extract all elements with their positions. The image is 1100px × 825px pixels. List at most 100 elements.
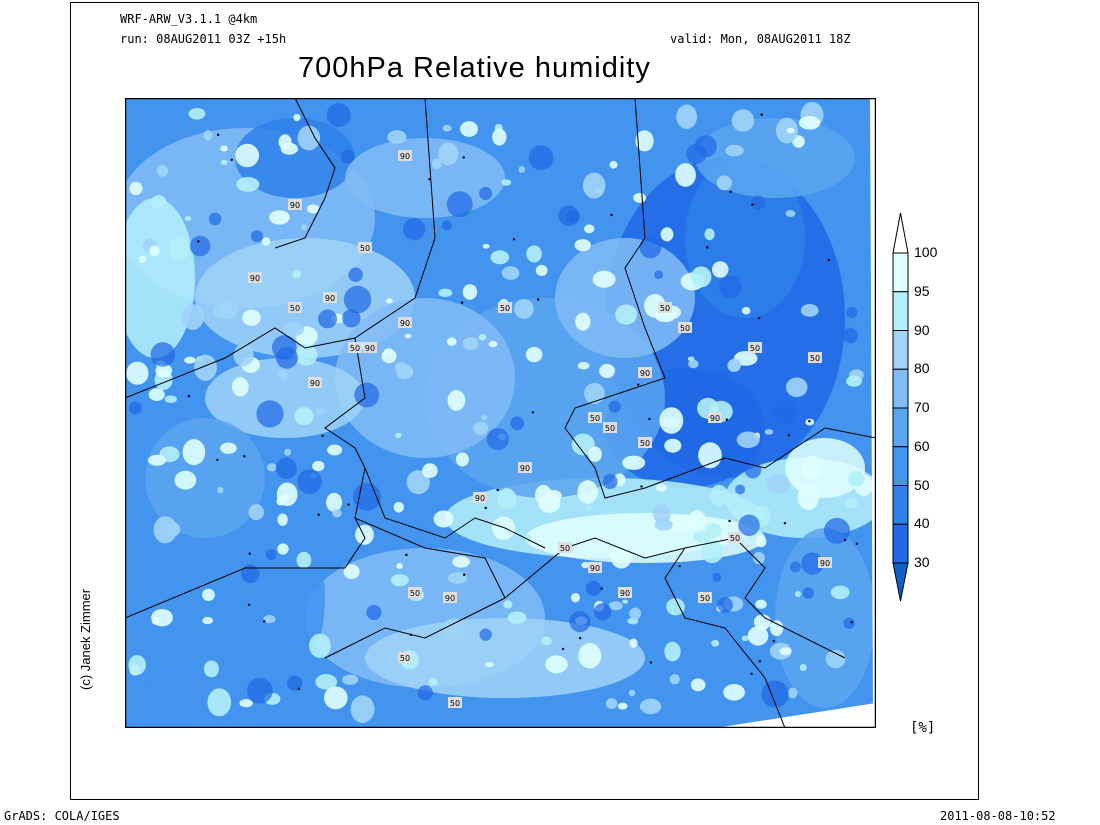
moist-cell [188,108,206,120]
moist-cell [184,215,192,222]
moist-cell [462,336,479,351]
moist-cell [462,284,478,300]
footer-right: 2011-08-08-10:52 [940,809,1056,823]
dry-cell [717,597,733,613]
moist-cell [599,363,616,379]
moist-cell [231,377,249,397]
moist-cell [526,245,542,263]
moist-cell [485,662,494,668]
moist-cell [846,375,862,387]
moist-cell [525,346,543,363]
moist-cell [482,244,490,249]
humidity-region [365,618,645,698]
moist-cell [844,498,858,509]
contour-label-bg [588,412,602,423]
moist-cell [664,438,682,453]
moist-cell [169,236,190,261]
city-dot [409,633,413,637]
dry-cell [801,552,824,575]
moist-cell [296,551,312,569]
moist-cell [276,482,298,507]
contour-label: 50 [730,534,740,543]
contour-label-bg [748,342,762,353]
moist-cell [639,698,662,715]
country-border [324,337,366,519]
moist-cell [447,389,466,411]
humidity-region [555,238,695,358]
moist-cell [794,590,802,598]
city-dot [725,418,729,421]
colorbar-band [892,368,909,409]
city-dot [649,661,653,664]
contour-label-bg [308,377,322,388]
contour-label-bg [248,272,262,283]
model-label: WRF-ARW_V3.1.1 @4km [120,12,258,26]
contour-label: 50 [290,304,300,313]
contour-label: 90 [400,152,410,161]
moist-cell [731,109,755,132]
plot-title: 700hPa Relative humidity [298,52,651,84]
moist-cell [497,488,517,510]
moist-cell [501,266,520,280]
moist-cell [725,144,744,157]
contour-label-bg [443,592,457,603]
moist-cell [151,195,167,209]
moist-cell [202,616,214,625]
country-border [125,98,436,399]
moist-cell [540,636,552,646]
moist-cell [422,463,438,478]
humidity-region [235,118,355,198]
country-border [274,98,336,249]
dry-cell [343,285,372,314]
moist-cell [442,151,449,159]
city-dot [706,246,709,249]
contour-label-bg [678,322,692,333]
dry-cell [246,677,273,704]
colorbar-tick-label: 80 [914,360,930,377]
moist-cell [220,159,228,165]
city-dot [531,411,535,414]
dry-cell [342,309,361,328]
moist-cell [194,354,217,381]
country-border [324,597,506,659]
moist-cell [147,454,167,466]
dry-cell [593,602,612,621]
moist-cell [577,480,598,504]
contour-label-bg [658,302,672,313]
contour-label: 50 [560,544,570,553]
moist-cell [825,649,846,669]
city-dot [648,417,651,421]
city-dot [561,647,565,651]
city-dot [462,156,465,159]
moist-cell [306,204,320,214]
contour-label-bg [288,302,302,313]
moist-cell [452,556,470,568]
contour-label: 50 [450,699,460,708]
city-dot [197,240,200,243]
humidity-region [205,358,365,438]
dry-cell [585,580,602,596]
city-dot [758,660,761,663]
moist-cell [728,358,741,372]
moist-cell [518,166,526,174]
moist-cell [629,638,638,648]
city-dot [750,672,753,676]
moist-cell [659,407,684,434]
city-dot [600,587,603,590]
contour-label-bg [818,557,832,568]
moist-cell [671,515,694,532]
moist-cell [301,224,308,231]
colorbar-band [892,523,909,564]
moist-cell [323,686,348,710]
contour-label-bg [808,352,822,363]
contour-label-bg [618,587,632,598]
moist-cell [406,470,430,495]
contour-label: 50 [400,654,410,663]
moist-cell [129,181,143,196]
city-dot [347,503,350,506]
moist-cell [182,439,206,466]
moist-cell [690,678,706,692]
moist-cell [501,179,512,186]
moist-cell [261,237,271,246]
